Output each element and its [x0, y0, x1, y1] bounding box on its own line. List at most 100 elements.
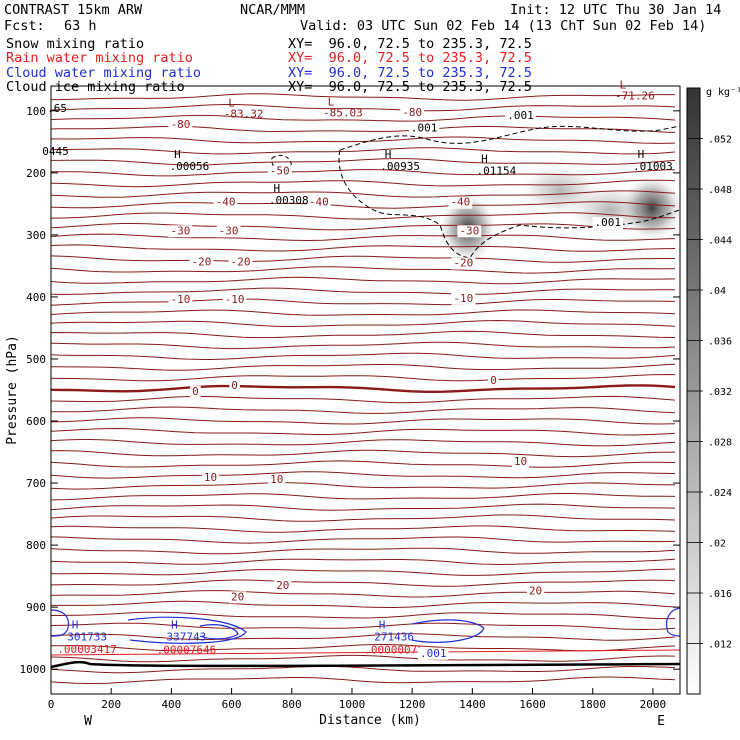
temperature-contour	[51, 449, 676, 458]
ground-line	[51, 660, 680, 669]
high-marker: H	[72, 619, 79, 632]
temperature-label: -30	[170, 224, 190, 237]
temperature-label-bg	[168, 225, 193, 238]
temperature-label: 20	[276, 579, 289, 592]
y-tick-label: 1000	[20, 663, 47, 676]
center-label: NCAR/MMM	[240, 2, 306, 18]
temperature-label: -10	[225, 293, 245, 306]
temperature-label-bg	[457, 225, 482, 238]
temperature-label: -20	[231, 255, 251, 268]
y-tick-label: 100	[26, 105, 46, 118]
colorbar-tick-label: .028	[708, 438, 732, 449]
temperature-label: 10	[270, 473, 283, 486]
temperature-contour	[51, 136, 676, 144]
x-tick-label: 600	[222, 698, 242, 711]
temperature-label: -10	[453, 292, 473, 305]
temperature-contour	[51, 244, 676, 252]
x-tick-label: 1800	[579, 698, 606, 711]
colorbar-tick-label: .044	[708, 236, 732, 247]
rain-max-value: .00000076	[364, 644, 424, 657]
y-tick-label: 700	[26, 477, 46, 490]
temperature-contour	[51, 568, 676, 576]
low-marker: L	[228, 97, 235, 110]
rain-max-value: .00003417	[57, 643, 117, 656]
temperature-contour	[51, 212, 676, 220]
east-label: E	[657, 714, 665, 729]
high-marker: H	[174, 148, 181, 161]
plot-frame	[50, 85, 681, 695]
temperature-contour	[51, 611, 675, 620]
colorbar-unit: g kg⁻¹	[706, 87, 740, 98]
rain-contour	[51, 649, 680, 656]
temperature-contour	[51, 352, 676, 360]
x-axis-title: Distance (km)	[319, 713, 421, 728]
cloud-water-contour	[411, 619, 485, 643]
temperature-contour	[51, 471, 676, 479]
temperature-contour	[51, 460, 676, 468]
temperature-contour	[51, 384, 676, 393]
snow-max-value: .01003	[633, 160, 673, 173]
high-marker: H	[638, 148, 645, 161]
temperature-label-bg	[168, 119, 193, 132]
temperature-label: -40	[216, 196, 236, 209]
field-name-snow: Snow mixing ratio	[6, 36, 145, 52]
cloud-water-label-bg	[418, 647, 449, 660]
temperature-label: 10	[204, 471, 217, 484]
y-tick-label: 400	[26, 291, 46, 304]
temperature-label-bg	[448, 196, 473, 209]
y-tick-label: 600	[26, 415, 46, 428]
temperature-label: 0	[231, 379, 238, 392]
y-tick-label: 300	[26, 229, 46, 242]
field-xy-rain: XY= 96.0, 72.5 to 235.3, 72.5	[288, 50, 532, 66]
high-marker: H	[379, 619, 386, 632]
temperature-label: -30	[459, 224, 479, 237]
x-tick-label: 2000	[640, 698, 667, 711]
cloud-water-contour	[199, 624, 239, 640]
cloud-water-max-value: 271436	[374, 631, 414, 644]
temperature-label-bg	[213, 196, 238, 209]
low-value: -71.26	[615, 90, 655, 103]
x-tick-label: 800	[282, 698, 302, 711]
temperature-label-bg	[274, 580, 292, 593]
temperature-label: 10	[514, 455, 527, 468]
temperature-label-bg	[451, 292, 476, 305]
temperature-label: -80	[170, 118, 190, 131]
snow-max-value: .00056	[170, 160, 210, 173]
temperature-contour	[51, 330, 676, 339]
temperature-contour	[51, 158, 676, 166]
temperature-contour	[51, 179, 676, 188]
edge-label: .65	[47, 102, 67, 115]
high-marker: H	[385, 148, 392, 161]
cloud-water-max-value: 301733	[67, 631, 107, 644]
temperature-label-bg	[190, 385, 201, 398]
colorbar-tick-label: .016	[708, 589, 732, 600]
temperature-contour	[51, 125, 676, 133]
temperature-contour	[51, 319, 676, 328]
temperature-label: 0	[490, 374, 497, 387]
temperature-contour	[51, 558, 676, 566]
cloud-ice-contour	[338, 149, 680, 259]
temperature-contour	[51, 373, 676, 382]
temperature-contour	[51, 514, 676, 522]
temperature-label-bg	[168, 294, 193, 307]
cloud-ice-label: .001	[507, 109, 534, 122]
temperature-contour	[51, 525, 676, 533]
temperature-contour	[51, 287, 675, 295]
low-marker: L	[328, 95, 335, 108]
y-tick-label: 500	[26, 353, 46, 366]
cloud-water-contour	[51, 609, 70, 637]
temperature-contour	[51, 147, 676, 155]
temperature-contour	[51, 298, 676, 306]
temperature-contour	[51, 223, 676, 231]
temperature-contour	[51, 676, 676, 685]
snow-max-value: .00308	[269, 194, 309, 207]
temperature-label-bg	[268, 474, 286, 487]
x-tick-label: 1200	[399, 698, 426, 711]
valid-time: Valid: 03 UTC Sun 02 Feb 14 (13 ChT Sun …	[300, 18, 707, 34]
temperature-contour	[51, 644, 676, 652]
field-name-cloud-ice: Cloud ice mixing ratio	[6, 79, 185, 95]
colorbar-tick-label: .052	[708, 135, 732, 146]
temperature-label: -80	[402, 106, 422, 119]
colorbar-tick-label: .02	[708, 539, 726, 550]
